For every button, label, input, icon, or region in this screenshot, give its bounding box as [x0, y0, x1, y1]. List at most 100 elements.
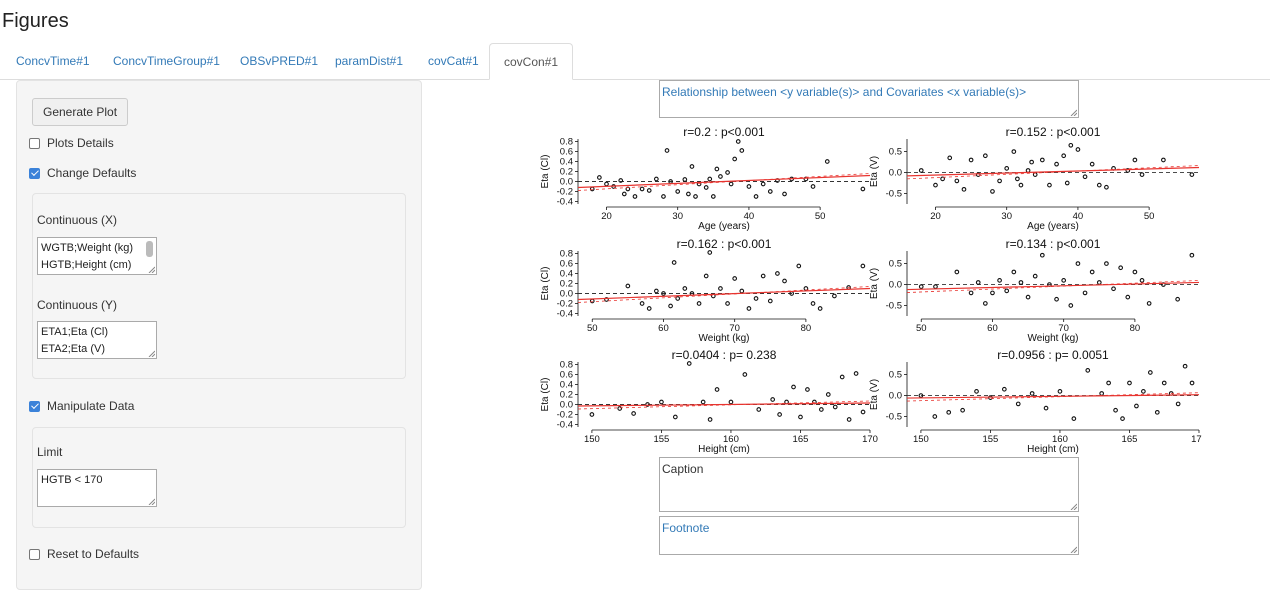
data-point — [1104, 184, 1109, 190]
resize-grip-icon[interactable] — [148, 350, 155, 357]
data-point — [718, 286, 723, 291]
tab-cov-cat[interactable]: covCat#1 — [428, 54, 479, 68]
caption-input[interactable]: Caption — [659, 457, 1079, 512]
y-tick-label: 0.2 — [560, 279, 573, 290]
resize-grip-icon[interactable] — [148, 498, 155, 505]
data-point — [975, 280, 981, 285]
data-point — [1004, 288, 1010, 294]
y-tick-label: -0.2 — [557, 187, 573, 198]
y-tick-label: 0.8 — [560, 137, 573, 148]
data-point — [746, 306, 752, 311]
x-tick-label: 170 — [1191, 434, 1202, 445]
data-point — [1068, 303, 1074, 308]
data-point — [1141, 389, 1146, 394]
data-point — [1025, 168, 1031, 173]
data-point — [671, 260, 677, 265]
data-point — [805, 387, 810, 392]
data-point — [975, 172, 981, 177]
x-tick-label: 155 — [982, 434, 998, 445]
manipulate-data-checkbox[interactable] — [29, 400, 40, 412]
data-point — [839, 374, 845, 380]
plots-details-checkbox[interactable] — [29, 137, 40, 149]
plots-details-checkbox-row[interactable]: Plots Details — [29, 135, 114, 151]
data-point — [1139, 278, 1145, 283]
change-defaults-checkbox-row[interactable]: Change Defaults — [29, 165, 136, 181]
resize-grip-icon[interactable] — [1070, 109, 1077, 116]
data-point — [728, 181, 734, 187]
data-point — [853, 371, 859, 376]
data-point — [1189, 252, 1195, 258]
data-point — [982, 153, 988, 159]
limit-input[interactable]: HGTB < 170 — [37, 469, 157, 507]
data-point — [664, 148, 670, 153]
data-point — [739, 288, 745, 294]
x-tick-label: 80 — [1130, 323, 1141, 334]
manipulate-data-checkbox-row[interactable]: Manipulate Data — [29, 398, 134, 414]
resize-grip-icon[interactable] — [1070, 503, 1077, 510]
tab-conc-v-time-group[interactable]: ConcvTimeGroup#1 — [113, 54, 220, 68]
x-tick-label: 30 — [672, 211, 683, 222]
main-panel: Relationship between <y variable(s)> and… — [430, 80, 1270, 594]
y-tick-label: 0.0 — [889, 391, 902, 402]
data-point — [1127, 380, 1132, 386]
data-point — [1064, 180, 1070, 186]
y-tick-label: 0.6 — [560, 370, 573, 381]
generate-plot-button[interactable]: Generate Plot — [32, 98, 129, 126]
resize-grip-icon[interactable] — [1070, 546, 1077, 553]
covariate-plot-svg: r=0.2 : p<0.001-0.4-0.20.00.20.40.60.820… — [540, 125, 1202, 455]
y-tick-label: -0.2 — [557, 299, 573, 310]
footnote-input[interactable]: Footnote — [659, 516, 1079, 555]
data-point — [1068, 142, 1074, 148]
data-point — [689, 164, 695, 169]
data-point — [918, 284, 924, 289]
data-point — [1125, 168, 1131, 173]
continuous-y-line: ETA2;Eta (V) — [41, 343, 105, 355]
reset-defaults-checkbox[interactable] — [29, 548, 40, 560]
data-point — [947, 155, 953, 161]
change-defaults-checkbox[interactable] — [29, 167, 40, 179]
data-point — [1057, 389, 1063, 394]
tab-conc-v-time[interactable]: ConcvTime#1 — [16, 54, 90, 68]
x-tick-label: 165 — [1122, 434, 1138, 445]
figure-title-text: Relationship between <y variable(s)> and… — [662, 85, 1027, 99]
y-tick-label: 0.5 — [889, 370, 902, 381]
data-point — [696, 301, 702, 306]
data-point — [817, 306, 823, 311]
data-point — [860, 186, 866, 192]
y-tick-label: -0.5 — [886, 189, 902, 200]
data-point — [675, 189, 681, 194]
reset-defaults-checkbox-row[interactable]: Reset to Defaults — [29, 546, 139, 562]
covariate-plot: r=0.2 : p<0.001 -0.4 -0.2 0.0 0.2 0.4 0.6 0.8 20… — [536, 122, 1202, 455]
x-tick-label: 155 — [653, 434, 669, 445]
x-tick-label: 50 — [916, 323, 927, 334]
continuous-x-input[interactable]: WGTB;Weight (kg) HGTB;Height (cm) — [37, 237, 157, 275]
resize-grip-icon[interactable] — [148, 266, 155, 273]
data-point — [782, 191, 787, 197]
data-point — [1025, 294, 1031, 300]
data-point — [974, 389, 979, 394]
data-point — [1082, 290, 1088, 296]
tab-cov-con[interactable]: covCon#1 — [489, 43, 574, 80]
data-point — [682, 177, 688, 182]
figure-title-input[interactable]: Relationship between <y variable(s)> and… — [659, 80, 1079, 118]
data-point — [1039, 157, 1045, 163]
data-point — [653, 176, 659, 182]
y-tick-label: 0.0 — [889, 168, 902, 179]
footnote-text: Footnote — [662, 521, 710, 535]
data-point — [725, 170, 730, 175]
data-point — [1089, 161, 1095, 167]
scrollbar-thumb[interactable] — [146, 241, 153, 257]
tab-obs-v-pred[interactable]: OBSvPRED#1 — [240, 54, 319, 68]
continuous-y-input[interactable]: ETA1;Eta (Cl) ETA2;Eta (V) — [37, 321, 157, 359]
data-point — [1161, 157, 1166, 163]
panel-title: r=0.134 : p<0.001 — [1006, 237, 1101, 251]
data-point — [1175, 401, 1181, 407]
tab-param-dist[interactable]: paramDist#1 — [335, 54, 404, 68]
data-point — [767, 298, 773, 304]
y-axis-label: Eta (V) — [869, 156, 880, 187]
y-tick-label: 0.4 — [560, 269, 573, 280]
data-point — [756, 407, 762, 412]
data-point — [668, 303, 673, 309]
data-point — [703, 273, 709, 279]
data-point — [693, 194, 698, 199]
